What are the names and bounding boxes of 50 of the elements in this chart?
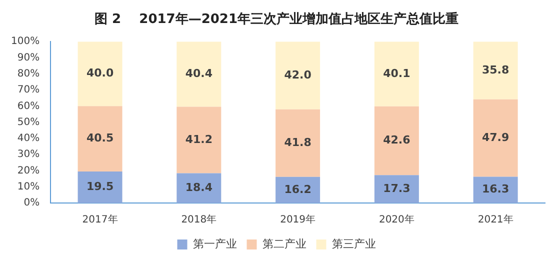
data-label: 47.9 — [482, 130, 510, 144]
bar — [78, 42, 122, 106]
y-tick-label: 10% — [17, 181, 40, 192]
bar — [473, 42, 518, 100]
data-label: 42.0 — [284, 68, 312, 82]
data-label: 40.1 — [383, 66, 410, 80]
data-label: 35.8 — [482, 63, 510, 76]
bar — [276, 42, 320, 110]
y-tick-label: 100% — [10, 36, 40, 48]
bar — [78, 106, 122, 172]
y-tick-label: 0% — [24, 198, 40, 209]
bar — [276, 109, 320, 177]
y-tick-label: 90% — [17, 52, 40, 64]
data-label: 18.4 — [185, 181, 213, 194]
data-label: 16.2 — [284, 182, 312, 196]
bar — [473, 176, 518, 203]
y-tick-label: 60% — [17, 100, 40, 112]
data-label: 17.3 — [383, 182, 410, 195]
legend-label: 第二产业 — [262, 237, 306, 250]
data-label: 16.3 — [482, 182, 510, 196]
x-tick-label: 2018年 — [181, 214, 217, 226]
bar — [176, 106, 222, 174]
bar — [78, 172, 122, 203]
data-label: 40.5 — [86, 132, 114, 145]
y-tick-label: 30% — [17, 149, 40, 160]
bar — [374, 42, 419, 106]
x-tick-label: 2020年 — [378, 214, 414, 226]
data-label: 42.6 — [383, 134, 411, 147]
data-label: 41.8 — [284, 136, 312, 149]
data-label: 40.0 — [86, 66, 114, 80]
y-tick-label: 50% — [17, 116, 40, 128]
legend-label: 第一产业 — [192, 237, 237, 250]
y-tick-label: 40% — [17, 133, 40, 144]
x-tick-label: 2021年 — [478, 214, 514, 226]
data-label: 40.4 — [185, 67, 213, 80]
bar — [176, 42, 222, 107]
bar — [473, 99, 518, 177]
bar — [176, 173, 222, 203]
bar — [374, 106, 419, 176]
y-tick-label: 20% — [17, 165, 40, 176]
legend-label: 第三产业 — [332, 237, 376, 250]
y-tick-label: 80% — [17, 68, 40, 80]
bar — [374, 175, 419, 203]
x-tick-label: 2019年 — [280, 214, 316, 226]
bar — [276, 176, 320, 203]
x-tick-label: 2017年 — [82, 214, 118, 226]
data-label: 19.5 — [86, 180, 114, 194]
data-label: 41.2 — [185, 132, 212, 146]
chart-title: 图 2 2017年—2021年三次产业增加值占地区生产总值比重 — [94, 11, 459, 28]
y-tick-label: 70% — [17, 84, 40, 96]
